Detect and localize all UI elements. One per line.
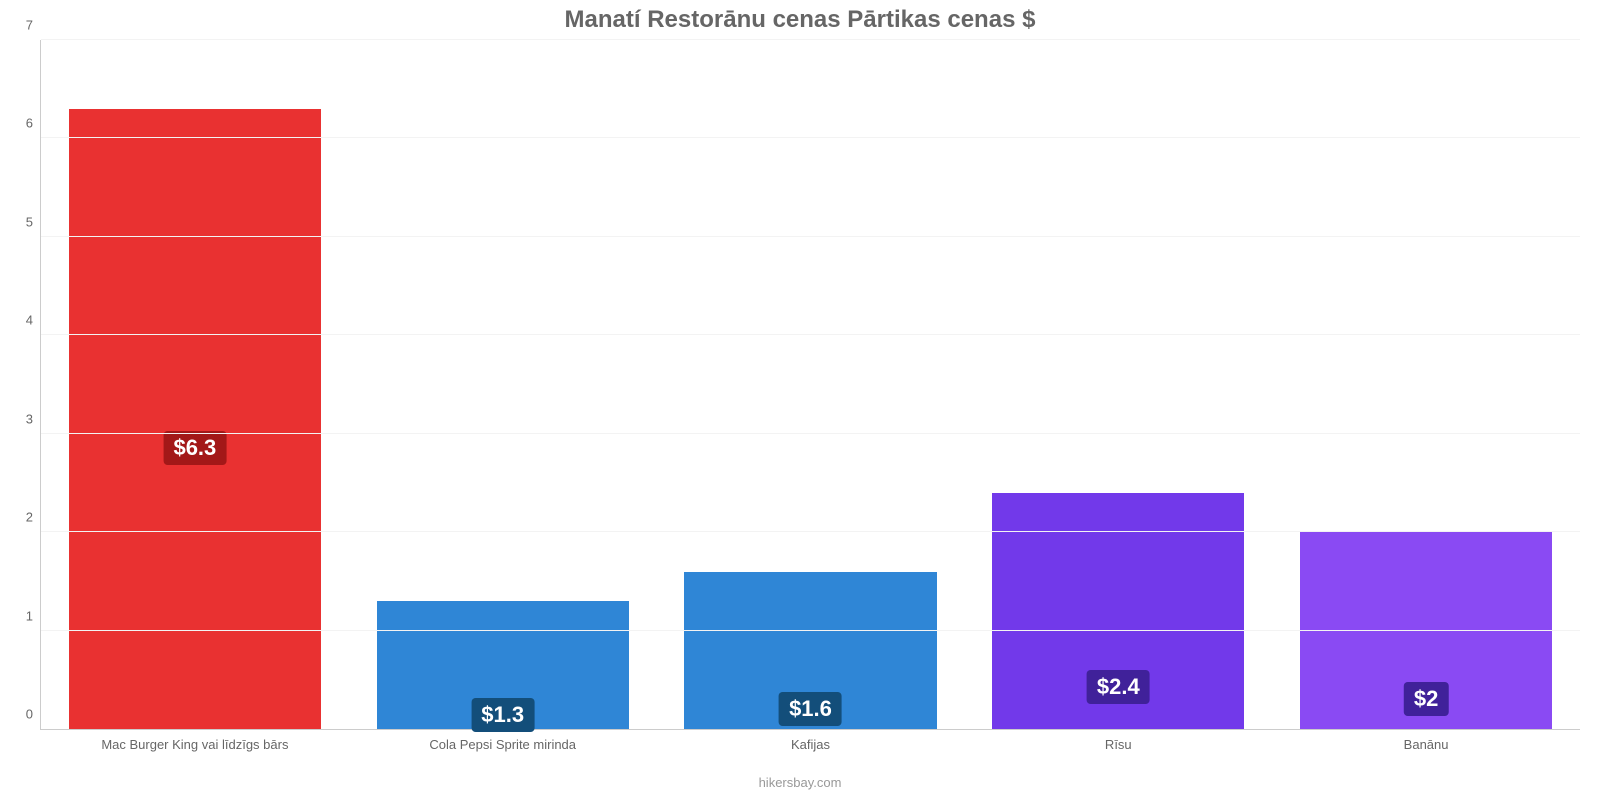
y-tick-label: 7 — [26, 18, 41, 33]
bars-layer: $6.3 $1.3 $1.6 $2.4 $2 — [41, 40, 1580, 729]
bar: $2.4 — [992, 493, 1244, 729]
grid-line — [41, 39, 1580, 40]
grid-line — [41, 236, 1580, 237]
value-label: $1.3 — [471, 698, 534, 732]
bar: $6.3 — [69, 109, 321, 729]
chart-title: Manatí Restorānu cenas Pārtikas cenas $ — [0, 6, 1600, 34]
value-label: $6.3 — [163, 431, 226, 465]
grid-line — [41, 630, 1580, 631]
x-tick-label: Kafijas — [791, 729, 830, 752]
y-tick-label: 4 — [26, 313, 41, 328]
price-bar-chart: Manatí Restorānu cenas Pārtikas cenas $ … — [0, 0, 1600, 800]
x-tick-label: Rīsu — [1105, 729, 1132, 752]
value-label: $2.4 — [1087, 670, 1150, 704]
grid-line — [41, 137, 1580, 138]
value-label: $1.6 — [779, 692, 842, 726]
bar: $1.6 — [684, 572, 936, 729]
value-label: $2 — [1404, 682, 1448, 716]
y-tick-label: 6 — [26, 116, 41, 131]
grid-line — [41, 334, 1580, 335]
bar: $1.3 — [377, 601, 629, 729]
grid-line — [41, 433, 1580, 434]
x-tick-label: Banānu — [1404, 729, 1449, 752]
x-tick-label: Cola Pepsi Sprite mirinda — [429, 729, 576, 752]
x-tick-label: Mac Burger King vai līdzīgs bārs — [101, 729, 288, 752]
y-tick-label: 1 — [26, 608, 41, 623]
grid-line — [41, 531, 1580, 532]
plot-area: $6.3$1.3$1.6$2.4$2 01234567Mac Burger Ki… — [40, 40, 1580, 730]
y-tick-label: 5 — [26, 214, 41, 229]
y-tick-label: 3 — [26, 411, 41, 426]
bar: $2 — [1300, 532, 1552, 729]
y-tick-label: 2 — [26, 510, 41, 525]
y-tick-label: 0 — [26, 707, 41, 722]
credit-text: hikersbay.com — [0, 775, 1600, 790]
